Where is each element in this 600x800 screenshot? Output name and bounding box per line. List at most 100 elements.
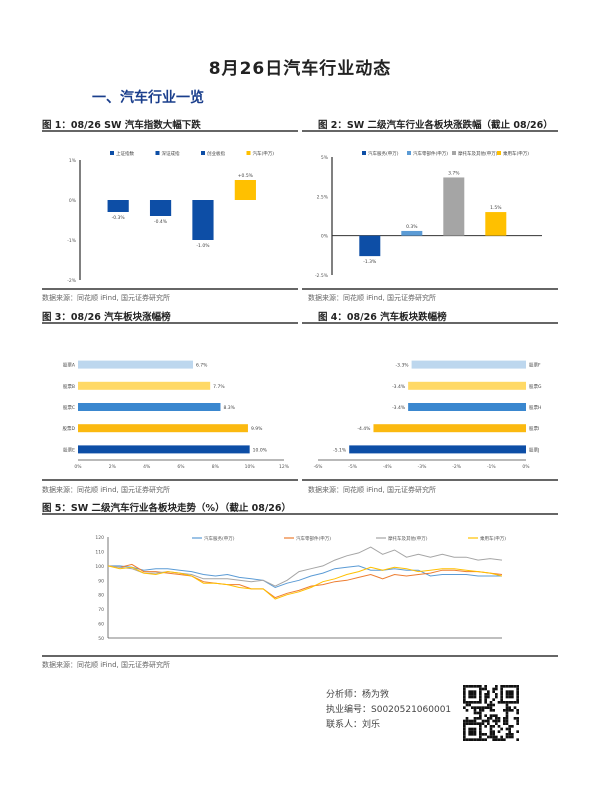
y-tick-label: 5% [321,155,329,161]
fig4-chart: -6% -5% -4% -3% -2% -1% 0% -3.3% 股票F -3.4% 股票G -3.4… [314,360,542,470]
divider [302,479,558,481]
bar [78,360,194,369]
fig1-title: 图 1：08/26 SW 汽车指数大幅下跌 [42,120,201,131]
bar [349,445,526,454]
bar [485,212,507,236]
legend-label: 摩托车及其他(申万) [458,150,498,157]
bar [408,381,526,390]
bar [78,403,221,411]
fig4-title: 图 4：08/26 汽车板块跌幅榜 [318,312,447,323]
divider [42,322,298,324]
legend-label: 汽车零部件(申万) [413,150,448,157]
x-tick-label: -1% [487,464,496,470]
page-title: 8月26日汽车行业动态 [208,59,392,79]
data-label: 3.7% [448,170,460,176]
x-tick-label: 0% [522,464,530,470]
y-tick-label: 50 [98,636,104,642]
data-label: 0.3% [406,224,418,230]
data-label: 6.7% [196,363,208,369]
y-tick-label: 90 [98,578,104,584]
bar [192,200,214,240]
legend-label: 创业板指 [207,150,225,157]
series-line [107,563,503,599]
legend-swatch [110,151,114,155]
legend-label: 上证指数 [116,150,134,157]
category-label: 股票E [63,447,75,453]
data-label: -3.4% [392,405,406,411]
section-heading: 一、汽车行业一览 [92,90,204,106]
divider [42,288,298,290]
data-label: +0.5% [238,173,254,179]
data-label: 1.5% [490,205,502,211]
bar [107,200,129,212]
divider [302,322,558,324]
data-label: 9.9% [251,426,263,432]
divider [42,655,558,657]
y-tick-label: 110 [95,549,104,555]
y-tick-label: 0% [69,198,77,204]
x-tick-label: -2% [452,464,461,470]
fig1-chart: 上证指数 深证成指 创业板指 汽车(申万) 1% 0% -1% -2% -0.3% -0.4% -1… [67,150,275,284]
y-tick-label: -1% [67,238,76,244]
x-tick-label: -4% [383,464,392,470]
x-tick-label: -6% [314,464,323,470]
data-label: -1.3% [363,259,377,265]
data-label: -5.1% [333,447,347,453]
fig1-source: 数据来源：同花顺 iFind, 国元证券研究所 [42,294,170,302]
legend-label: 乘用车(申万) [480,535,506,542]
x-tick-label: 6% [177,464,185,470]
x-tick-label: 4% [143,464,151,470]
legend-label: 汽车服务(申万) [204,535,235,542]
x-tick-label: 10% [245,464,256,470]
series-line [107,546,503,587]
y-tick-label: -2.5% [315,273,329,279]
y-tick-label: 0% [321,234,329,240]
category-label: 股票J [529,447,539,453]
series-line [108,565,502,589]
y-tick-label: 70 [98,607,104,613]
legend-label: 汽车服务(申万) [368,150,399,157]
x-tick-label: -3% [418,464,427,470]
fig5-title: 图 5：SW 二级汽车行业各板块走势（%）（截止 08/26） [42,503,292,514]
bar [78,381,211,390]
x-tick-label: -5% [348,464,357,470]
legend-swatch [201,151,205,155]
bar [443,177,465,236]
category-label: 股票H [529,405,541,411]
data-label: 7.7% [213,384,225,390]
data-label: -0.3% [112,215,126,221]
y-tick-label: -2% [67,278,76,284]
y-tick-label: 120 [95,535,104,541]
y-tick-label: 1% [69,158,77,164]
x-tick-label: 8% [212,464,220,470]
analyst-name: 分析师：杨为敩 [326,690,390,700]
category-label: 股票C [63,405,75,411]
fig3-source: 数据来源：同花顺 iFind, 国元证券研究所 [42,486,170,494]
y-tick-label: 80 [98,593,104,599]
series-line [107,565,503,600]
legend-label: 乘用车(申万) [503,150,529,157]
analyst-contact: 联系人：刘乐 [326,720,381,730]
bar [401,230,423,236]
legend-label: 深证成指 [162,150,180,157]
bar [234,180,256,200]
bar [411,360,526,369]
bar [78,424,248,433]
divider [42,130,298,132]
x-tick-label: 0% [74,464,82,470]
legend-swatch [246,151,251,155]
qr-code [463,685,519,741]
bar [359,235,381,257]
legend-label: 汽车(申万) [253,150,275,157]
category-label: 股票A [63,363,76,369]
legend-swatch [155,151,160,155]
legend-label: 摩托车及其他(申万) [388,535,428,542]
bar [149,200,172,216]
legend-swatch [407,151,411,155]
fig2-chart: 汽车服务(申万) 汽车零部件(申万) 摩托车及其他(申万) 乘用车(申万) 5% 2.5%… [315,150,542,279]
bar [408,403,526,411]
category-label: 股票I [529,426,539,432]
fig3-chart: 0% 2% 4% 6% 8% 10% 12% 股票A 6.7% 股票B 7.7% 股票C 8.3% 股票D… [63,360,290,470]
bar [78,445,250,454]
